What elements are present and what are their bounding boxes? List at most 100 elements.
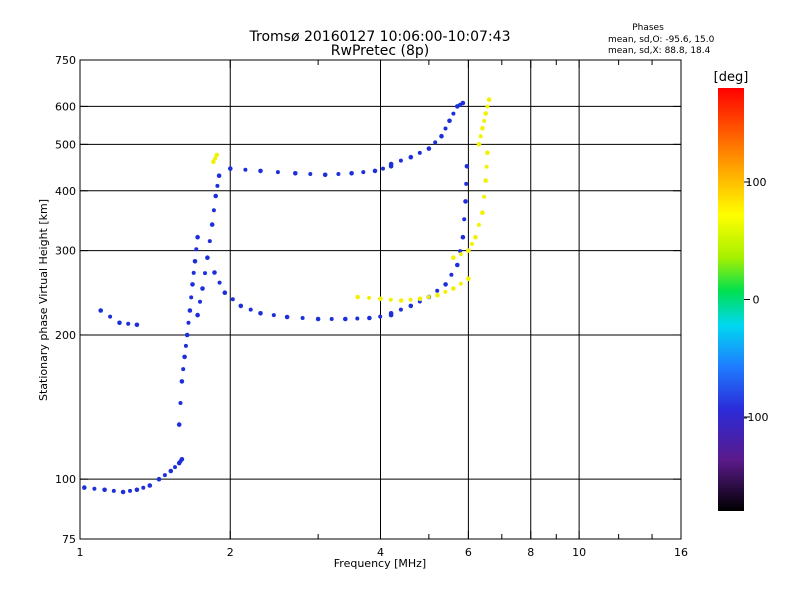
data-point — [458, 281, 463, 286]
data-point — [184, 332, 190, 338]
data-point — [207, 239, 212, 244]
x-tick-label: 8 — [527, 546, 534, 559]
data-point — [108, 314, 113, 319]
data-point — [217, 280, 222, 285]
y-tick-label: 75 — [62, 533, 76, 546]
data-point — [466, 248, 471, 253]
data-point — [343, 316, 348, 322]
data-point — [195, 234, 200, 240]
data-point — [355, 316, 360, 321]
y-tick-label: 100 — [55, 473, 76, 486]
data-point — [243, 167, 248, 172]
data-point — [372, 168, 378, 174]
data-point — [214, 152, 220, 158]
x-tick-label: 1 — [77, 546, 84, 559]
data-point — [398, 307, 403, 312]
data-point — [128, 488, 132, 493]
data-point — [156, 476, 162, 482]
data-point — [464, 164, 470, 169]
data-point — [213, 193, 218, 199]
data-point — [349, 171, 354, 176]
data-point — [483, 178, 489, 183]
data-point — [469, 241, 474, 246]
data-point — [111, 488, 116, 493]
data-point — [329, 317, 334, 321]
data-point — [200, 286, 205, 291]
data-point — [449, 272, 454, 277]
y-axis-label: Stationary phase Virtual Height [km] — [37, 199, 50, 401]
data-point — [355, 294, 361, 300]
y-tick-label: 400 — [55, 185, 76, 198]
data-point — [120, 489, 126, 495]
colorbar-ticks: 100 0 -100 — [744, 176, 769, 424]
data-point — [463, 199, 468, 204]
y-tick-label: 750 — [55, 54, 76, 67]
colorbar-label: [deg] — [714, 70, 749, 85]
data-point — [443, 282, 448, 287]
data-point — [460, 100, 466, 106]
data-point — [284, 314, 290, 320]
data-point — [480, 210, 485, 215]
phase-stats-x: mean, sd,X: 88.8, 18.4 — [608, 46, 711, 56]
y-tick-label: 300 — [55, 245, 76, 258]
x-tick-label: 10 — [572, 546, 586, 559]
data-point — [187, 308, 193, 313]
data-point — [117, 320, 122, 326]
data-point — [336, 172, 341, 176]
x-tick-label: 6 — [465, 546, 472, 559]
data-point — [141, 485, 146, 490]
data-point — [215, 183, 220, 188]
data-point — [192, 259, 198, 264]
data-point — [179, 457, 185, 462]
data-point — [213, 156, 218, 161]
data-point — [451, 286, 456, 291]
data-point — [460, 234, 466, 240]
data-point — [134, 487, 140, 493]
data-point — [378, 296, 383, 302]
data-point — [183, 343, 188, 348]
data-point — [300, 316, 305, 320]
data-point — [443, 289, 448, 294]
data-point — [378, 314, 383, 319]
data-point — [191, 270, 196, 275]
data-point — [222, 290, 228, 296]
data-point — [126, 321, 131, 326]
data-point — [367, 315, 372, 321]
data-point — [102, 487, 107, 493]
y-axis-ticks: 75 100 200 300 400 500 600 750 — [55, 54, 681, 546]
data-point — [258, 168, 263, 174]
data-point — [178, 401, 183, 405]
data-point — [464, 181, 469, 186]
chart-title: Tromsø 20160127 10:06:00-10:07:43 — [249, 29, 511, 45]
data-point — [195, 312, 200, 318]
data-point — [248, 307, 253, 312]
data-point — [485, 104, 490, 109]
data-point — [92, 486, 97, 491]
data-point — [190, 282, 195, 287]
data-point — [82, 485, 87, 490]
data-point — [367, 295, 372, 300]
data-point — [388, 311, 394, 316]
data-point — [486, 97, 492, 102]
data-point — [258, 311, 263, 316]
phase-stats-o: mean, sd,O: -95.6, 15.0 — [608, 35, 715, 45]
data-point — [462, 217, 467, 222]
data-point — [182, 354, 187, 360]
data-point — [211, 208, 216, 213]
data-point — [181, 367, 186, 372]
data-point — [478, 134, 483, 139]
data-point — [398, 298, 404, 303]
data-point — [447, 118, 452, 124]
x-tick-label: 16 — [674, 546, 688, 559]
data-point — [482, 118, 487, 123]
grid-lines — [80, 60, 681, 539]
data-point — [458, 249, 463, 254]
data-point — [433, 140, 438, 145]
data-point — [443, 126, 448, 131]
data-point — [315, 316, 321, 322]
data-point — [186, 320, 191, 325]
data-point — [176, 422, 182, 427]
data-point — [293, 171, 298, 176]
colorbar-tick-label: 100 — [746, 176, 767, 189]
